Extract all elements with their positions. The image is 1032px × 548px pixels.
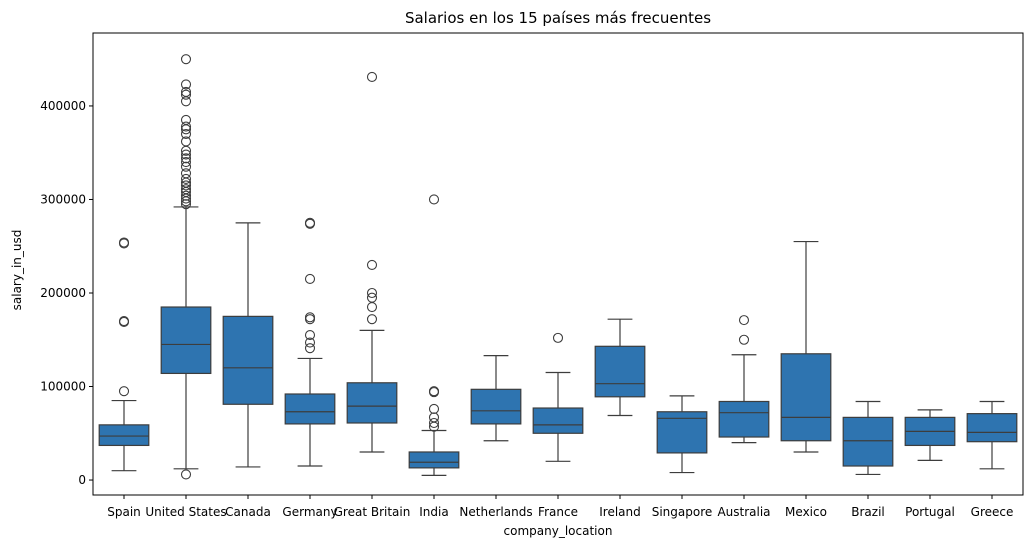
y-axis-label: salary_in_usd — [10, 230, 24, 311]
outlier-point — [366, 259, 378, 270]
box-group-india — [408, 194, 460, 476]
iqr-box — [780, 353, 832, 442]
outlier-point — [366, 287, 378, 299]
outlier-point — [180, 128, 192, 140]
outlier-point — [180, 153, 192, 164]
outlier-point — [304, 343, 316, 354]
iqr-box — [408, 451, 460, 469]
outlier-point — [180, 190, 192, 201]
outlier-point — [180, 54, 192, 65]
outlier-point — [304, 337, 316, 348]
outlier-point — [180, 89, 192, 100]
iqr-box — [98, 424, 150, 447]
x-tick-label: Germany — [282, 505, 337, 519]
outlier-point — [180, 180, 192, 191]
x-tick-label: Canada — [225, 505, 271, 519]
iqr-box — [160, 306, 212, 375]
chart-title: Salarios en los 15 países más frecuentes — [405, 9, 711, 27]
box-group-australia — [718, 315, 770, 444]
outlier-point — [366, 314, 378, 325]
iqr-box — [594, 345, 646, 398]
x-tick-label: Australia — [717, 505, 770, 519]
y-tick-label: 0 — [78, 473, 86, 487]
iqr-box — [966, 413, 1018, 443]
outlier-point — [180, 173, 192, 184]
outlier-point — [304, 312, 316, 323]
outlier-point — [180, 86, 192, 97]
outlier-point — [180, 469, 192, 480]
plot-frame — [92, 32, 1024, 496]
outlier-point — [180, 114, 192, 126]
outlier-point — [180, 168, 192, 179]
x-tick-label: Ireland — [599, 505, 641, 519]
outlier-point — [180, 136, 192, 147]
outlier-point — [428, 403, 440, 415]
outlier-point — [180, 149, 192, 160]
iqr-box — [532, 407, 584, 434]
outlier-point — [738, 334, 750, 345]
outlier-point — [366, 301, 378, 313]
x-tick-label: France — [538, 505, 578, 519]
box-group-netherlands — [470, 355, 522, 442]
box-group-great-britain — [346, 71, 398, 453]
outlier-point — [366, 71, 378, 83]
outlier-point — [180, 121, 192, 132]
outlier-point — [304, 330, 316, 341]
box-group-spain — [98, 237, 150, 472]
outlier-point — [180, 184, 192, 195]
x-tick-label: United States — [145, 505, 226, 519]
x-tick-label: Spain — [107, 505, 141, 519]
x-tick-label: Brazil — [851, 505, 885, 519]
outlier-point — [552, 332, 564, 343]
box-group-mexico — [780, 240, 832, 453]
x-tick-label: Singapore — [652, 505, 713, 519]
box-group-germany — [284, 217, 336, 467]
iqr-box — [222, 315, 274, 405]
outlier-point — [118, 315, 130, 327]
box-group-greece — [966, 400, 1018, 470]
outlier-point — [180, 157, 192, 168]
iqr-box — [346, 382, 398, 424]
y-tick-label: 100000 — [40, 380, 86, 394]
y-tick-label: 200000 — [40, 286, 86, 300]
x-tick-label: Greece — [971, 505, 1014, 519]
iqr-box — [284, 393, 336, 425]
box-group-portugal — [904, 409, 956, 461]
box-group-singapore — [656, 395, 708, 474]
x-tick-label: Great Britain — [334, 505, 411, 519]
outlier-point — [428, 386, 440, 397]
outlier-point — [428, 417, 440, 429]
box-group-united-states — [160, 54, 212, 480]
outlier-point — [118, 237, 130, 248]
box-group-ireland — [594, 318, 646, 417]
iqr-box — [842, 416, 894, 467]
y-tick-label: 400000 — [40, 99, 86, 113]
outlier-point — [428, 412, 440, 423]
x-tick-label: Portugal — [905, 505, 955, 519]
outlier-point — [180, 161, 192, 172]
x-axis-label: company_location — [504, 524, 613, 538]
iqr-box — [718, 400, 770, 438]
y-tick-label: 300000 — [40, 192, 86, 206]
outlier-point — [366, 292, 378, 303]
iqr-box — [470, 388, 522, 425]
x-tick-label: Mexico — [785, 505, 827, 519]
x-tick-label: India — [419, 505, 448, 519]
outlier-point — [304, 273, 316, 285]
outlier-point — [180, 199, 192, 210]
box-group-brazil — [842, 400, 894, 476]
outlier-point — [738, 315, 750, 326]
outlier-point — [118, 386, 130, 397]
plot-area: 0 100000 200000 300000 400000 Spain United Sta… — [40, 54, 1018, 519]
x-tick-label: Netherlands — [459, 505, 532, 519]
outlier-point — [180, 79, 192, 90]
outlier-point — [304, 217, 316, 228]
outlier-point — [428, 194, 440, 205]
box-group-france — [532, 332, 584, 462]
box-group-canada — [222, 222, 274, 468]
